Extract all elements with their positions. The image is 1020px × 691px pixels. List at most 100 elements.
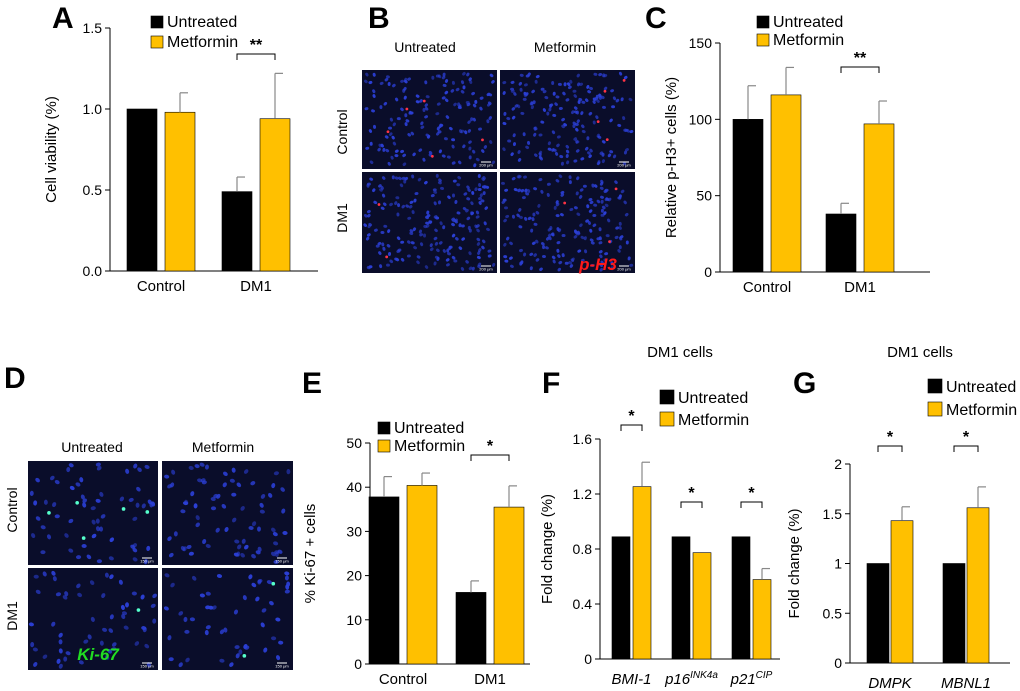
nucleus: [462, 85, 466, 90]
y-axis-label: Cell viability (%): [43, 96, 60, 203]
nucleus: [372, 72, 376, 77]
x-tick-label: DM1: [844, 279, 876, 296]
nucleus: [466, 216, 471, 221]
nucleus: [510, 152, 514, 157]
nucleus: [75, 482, 81, 487]
nucleus: [538, 152, 542, 157]
nucleus: [368, 222, 373, 227]
nucleus: [448, 246, 452, 250]
nucleus: [550, 232, 555, 236]
scale-bar-label: 150 μm: [275, 664, 289, 669]
nucleus: [519, 261, 523, 266]
nucleus: [620, 97, 624, 102]
nucleus: [405, 119, 410, 123]
nucleus: [419, 242, 424, 247]
nucleus: [602, 73, 606, 78]
nucleus: [428, 150, 433, 155]
nucleus: [448, 126, 453, 131]
panel-label-b: B: [368, 2, 390, 35]
nucleus: [538, 133, 543, 137]
bar-metformin-p21: [752, 579, 772, 660]
nucleus: [431, 75, 435, 80]
positive-cell-marker: [405, 107, 409, 111]
nucleus: [410, 241, 415, 245]
nucleus: [28, 622, 34, 627]
nucleus: [77, 592, 83, 598]
positive-cell-marker: [603, 89, 607, 93]
bar-metformin-dm1: [259, 118, 291, 272]
nucleus: [546, 111, 550, 116]
nucleus: [91, 533, 97, 539]
nucleus: [619, 235, 624, 239]
nucleus: [576, 73, 580, 78]
nucleus: [584, 98, 589, 102]
nucleus: [599, 263, 603, 268]
nucleus: [503, 242, 507, 247]
x-tick-label: DM1: [474, 671, 506, 688]
nucleus: [146, 545, 151, 552]
bar-metformin-p16: [692, 552, 712, 660]
nucleus: [547, 227, 552, 232]
nucleus: [589, 148, 593, 153]
nucleus: [132, 547, 138, 553]
legend-swatch-metformin: [150, 35, 164, 49]
bar-untreated-mbnl1: [942, 563, 966, 664]
nucleus: [446, 248, 450, 253]
positive-cell-marker: [145, 510, 150, 514]
nucleus: [380, 143, 384, 148]
nucleus: [518, 81, 523, 86]
nucleus: [438, 149, 442, 154]
nucleus: [284, 589, 290, 594]
nucleus: [516, 213, 520, 218]
nucleus: [596, 199, 601, 204]
nucleus: [425, 221, 430, 225]
nucleus: [538, 155, 542, 160]
y-axis-label: Fold change (%): [539, 494, 556, 604]
nucleus: [512, 133, 516, 138]
nucleus: [589, 86, 593, 91]
nucleus: [193, 503, 198, 509]
scale-bar-label: 200 μm: [617, 267, 631, 272]
nucleus: [455, 237, 459, 241]
positive-cell-marker: [386, 130, 390, 134]
nucleus: [569, 207, 574, 212]
nucleus: [615, 226, 620, 230]
panel-label-d: D: [4, 362, 26, 395]
bar-untreated-dm1: [455, 592, 487, 665]
nucleus: [547, 147, 552, 151]
nucleus: [544, 96, 549, 100]
nucleus: [407, 240, 411, 244]
nucleus: [535, 211, 540, 215]
nucleus: [590, 241, 595, 245]
nucleus: [586, 204, 590, 209]
nucleus: [438, 241, 443, 245]
nucleus: [586, 84, 590, 89]
nucleus: [465, 260, 469, 264]
nucleus: [95, 526, 100, 532]
nucleus: [537, 203, 541, 208]
nucleus: [437, 130, 442, 134]
nucleus: [517, 188, 521, 193]
y-tick-label: 1.6: [573, 431, 593, 447]
nucleus: [468, 77, 472, 82]
nucleus: [549, 103, 553, 108]
positive-cell-marker: [385, 255, 389, 259]
nucleus: [558, 260, 563, 265]
nucleus: [261, 608, 267, 613]
nucleus: [591, 183, 595, 188]
nucleus: [571, 110, 575, 115]
nucleus: [382, 176, 386, 180]
nucleus: [542, 108, 546, 113]
nucleus: [575, 191, 579, 196]
nucleus: [474, 224, 478, 229]
nucleus: [125, 602, 129, 608]
nucleus: [511, 176, 516, 181]
nucleus: [119, 496, 125, 502]
legend-label-untreated: Untreated: [678, 390, 748, 407]
nucleus: [135, 502, 140, 508]
nucleus: [600, 199, 604, 204]
nucleus: [273, 541, 279, 546]
nucleus: [551, 130, 556, 135]
nucleus: [560, 161, 564, 166]
nucleus: [144, 464, 150, 470]
